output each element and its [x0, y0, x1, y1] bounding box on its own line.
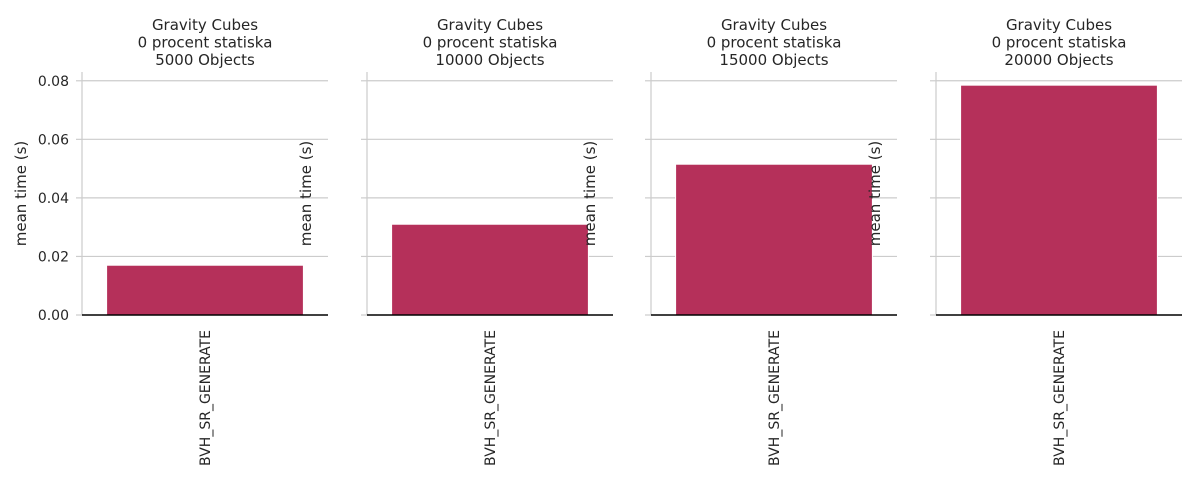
ytick-label: 0.02: [38, 249, 69, 265]
subplot-title-line: Gravity Cubes: [721, 16, 827, 34]
subplot-title-line: 15000 Objects: [719, 51, 828, 69]
subplot-title-line: Gravity Cubes: [437, 16, 543, 34]
subplot-title: Gravity Cubes 0 procent statiska 20000 Obj…: [992, 16, 1127, 69]
bar-bvh-sr-generate: [675, 163, 873, 316]
category-label: BVH_SR_GENERATE: [1052, 330, 1068, 466]
ytick-label: 0.08: [38, 74, 69, 90]
bar-bvh-sr-generate: [960, 84, 1158, 316]
subplot-title: Gravity Cubes 0 procent statiska 15000 Obj…: [707, 16, 842, 69]
category-label: BVH_SR_GENERATE: [483, 330, 499, 466]
subplot-title-line: Gravity Cubes: [1006, 16, 1112, 34]
subplot-title: Gravity Cubes 0 procent statiska 10000 Obj…: [423, 16, 558, 69]
subplot-3: BVH_SR_GENERATE mean time (s) Gravity Cube…: [581, 16, 897, 466]
subplot-title-line: 5000 Objects: [155, 51, 255, 69]
ytick-label: 0.06: [38, 132, 69, 148]
subplot-title-line: 0 procent statiska: [138, 34, 273, 52]
subplot-title: Gravity Cubes 0 procent statiska 5000 Obje…: [138, 16, 273, 69]
y-axis-label: mean time (s): [866, 141, 884, 246]
subplot-4: BVH_SR_GENERATE mean time (s) Gravity Cube…: [866, 16, 1182, 466]
y-axis-label: mean time (s): [297, 141, 315, 246]
subplot-2: BVH_SR_GENERATE mean time (s) Gravity Cube…: [297, 16, 613, 466]
ytick-label: 0.04: [38, 191, 69, 207]
subplot-title-line: Gravity Cubes: [152, 16, 258, 34]
bar-bvh-sr-generate: [391, 223, 589, 316]
subplot-title-line: 0 procent statiska: [992, 34, 1127, 52]
subplot-title-line: 0 procent statiska: [423, 34, 558, 52]
subplot-title-line: 10000 Objects: [435, 51, 544, 69]
y-axis-label: mean time (s): [581, 141, 599, 246]
category-label: BVH_SR_GENERATE: [198, 330, 214, 466]
subplot-title-line: 20000 Objects: [1004, 51, 1113, 69]
category-label: BVH_SR_GENERATE: [767, 330, 783, 466]
subplot-1: 0.00 0.02 0.04 0.06 0.08 BVH_SR_GENERATE mean …: [12, 16, 328, 466]
bar-bvh-sr-generate: [106, 264, 304, 316]
ytick-label: 0.00: [38, 308, 69, 324]
y-axis-label: mean time (s): [12, 141, 30, 246]
subplot-title-line: 0 procent statiska: [707, 34, 842, 52]
